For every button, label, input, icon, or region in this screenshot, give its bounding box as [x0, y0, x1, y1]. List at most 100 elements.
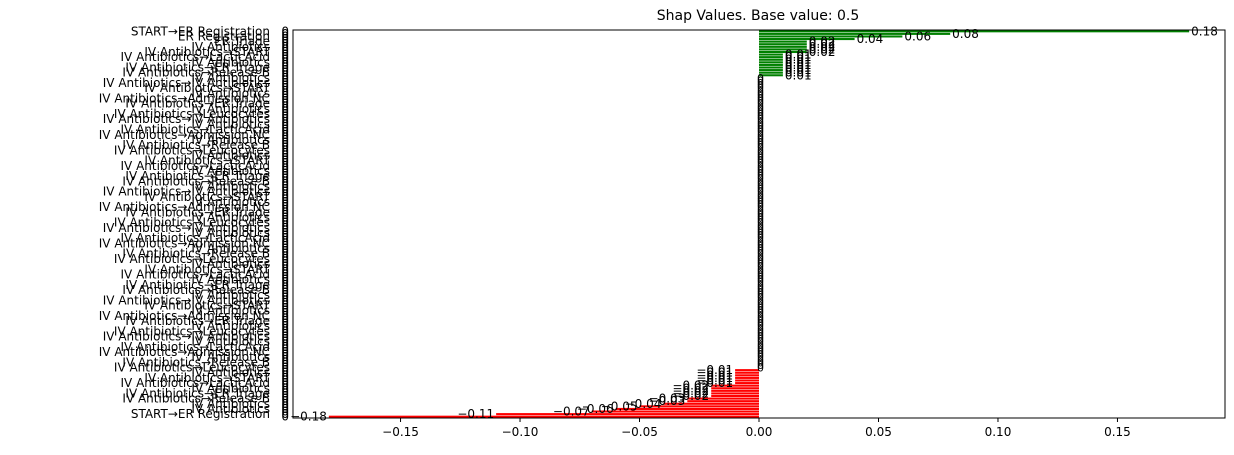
bar-data-label: 0: [757, 323, 764, 336]
row-value-label: 0: [281, 81, 289, 95]
bar-data-label: 0: [757, 131, 764, 144]
bar-data-label: 0: [757, 204, 764, 217]
x-tick-label: 0.00: [746, 425, 773, 439]
x-tick-label: 0.05: [865, 425, 892, 439]
row-value-label: 0: [281, 371, 289, 385]
category-label: IV Antibiotics→Leucocytes: [114, 324, 270, 338]
row-value-label: 0: [281, 379, 289, 393]
row-value-label: 0: [281, 348, 289, 362]
row-value-label: 0: [281, 242, 289, 256]
bar-data-label: 0.02: [809, 45, 836, 59]
row-value-label: 0: [281, 107, 289, 121]
bar-data-label: 0: [757, 253, 764, 266]
row-value-label: 0: [281, 146, 289, 160]
bar-data-label: 0: [757, 183, 764, 196]
bar-data-label: −0.07: [553, 405, 590, 419]
row-value-label: 0: [281, 102, 289, 116]
row-value-label: 0: [281, 252, 289, 266]
bar-data-label: 0: [757, 173, 764, 186]
bar-data-label: −0.02: [672, 389, 709, 403]
category-label: IV Antibiotics: [191, 273, 270, 287]
category-label: IV Antibiotics→START: [144, 45, 270, 59]
bar-data-label: 0: [757, 299, 764, 312]
bar-data-label: 0: [757, 230, 764, 243]
bar-data-label: 0: [757, 289, 764, 302]
bar-data-label: 0.01: [785, 48, 812, 62]
category-label: IV Antibiotics→Leucocytes: [114, 216, 270, 230]
x-tick-label: 0.15: [1104, 425, 1131, 439]
bar-data-label: 0: [757, 320, 764, 333]
bar-data-label: 0: [757, 155, 764, 168]
bar-data-label: 0.04: [857, 32, 884, 46]
row-value-label: 0: [281, 249, 289, 263]
category-label: IV Antibiotics→ER Triage: [125, 314, 270, 328]
category-label: IV Antibiotics: [191, 242, 270, 256]
bar-data-label: 0: [757, 276, 764, 289]
row-value-label: 0: [281, 376, 289, 390]
category-label: IV Antibiotics→Admission NC: [99, 236, 270, 250]
bar-data-label: 0: [757, 227, 764, 240]
row-value-label: 0: [281, 115, 289, 129]
row-value-label: 0: [281, 361, 289, 375]
category-label: IV Antibiotics→Leucocytes: [114, 252, 270, 266]
bar-data-label: 0: [757, 222, 764, 235]
bar-data-label: 0: [757, 142, 764, 155]
row-value-label: 0: [281, 407, 289, 421]
category-label: IV Antibiotics→LacticAcid: [121, 340, 270, 354]
row-value-label: 0: [281, 141, 289, 155]
bar: [687, 397, 759, 400]
bar-data-label: 0.01: [785, 61, 812, 75]
row-value-label: 0: [281, 317, 289, 331]
category-label: IV Antibiotics: [191, 226, 270, 240]
bar-data-label: 0: [757, 100, 764, 113]
bar-data-label: 0: [757, 312, 764, 325]
bar: [759, 45, 807, 48]
category-label: START→ER Registration: [131, 24, 270, 38]
row-value-label: 0: [281, 182, 289, 196]
bar-data-label: −0.18: [290, 410, 327, 424]
category-label: IV Antibiotics: [191, 117, 270, 131]
bar: [759, 56, 783, 59]
category-label: IV Antibiotics: [191, 397, 270, 411]
row-value-label: 0: [281, 123, 289, 137]
bar-data-label: 0: [757, 325, 764, 338]
row-value-label: 0: [281, 45, 289, 59]
bar-data-label: 0: [757, 126, 764, 139]
category-label: IV Antibiotics→ER Triage: [125, 97, 270, 111]
row-value-label: 0: [281, 42, 289, 56]
bar: [328, 415, 759, 418]
x-tick-label: 0.10: [985, 425, 1012, 439]
row-value-label: 0: [281, 174, 289, 188]
category-label: IV Antibiotics: [191, 402, 270, 416]
bar: [759, 32, 951, 35]
row-value-label: 0: [281, 216, 289, 230]
bar-data-label: 0.06: [904, 29, 931, 43]
category-label: IV Antibiotics→Admission NC: [99, 92, 270, 106]
row-value-label: 0: [281, 37, 289, 51]
bar: [759, 58, 783, 61]
bar-data-label: 0: [757, 310, 764, 323]
row-value-label: 0: [281, 172, 289, 186]
category-label: IV Antibiotics→START: [144, 298, 270, 312]
row-value-label: 0: [281, 234, 289, 248]
category-label: IV Antibiotics: [191, 350, 270, 364]
category-label: IV Antibiotics→IV Antibiotics: [103, 221, 270, 235]
category-label: IV Antibiotics: [191, 86, 270, 100]
bar-data-label: 0: [757, 196, 764, 209]
row-value-label: 0: [281, 138, 289, 152]
category-label: IV Antibiotics: [191, 102, 270, 116]
bar-data-label: 0: [757, 235, 764, 248]
category-label: START→ER Registration: [131, 407, 270, 421]
bar: [687, 400, 759, 403]
bar-data-label: 0: [757, 149, 764, 162]
bar: [711, 387, 759, 390]
bar-data-label: 0: [757, 209, 764, 222]
category-label: IV Antibiotics: [191, 148, 270, 162]
bar-data-label: 0: [757, 134, 764, 147]
row-value-label: 0: [281, 322, 289, 336]
row-value-label: 0: [281, 120, 289, 134]
row-value-label: 0: [281, 185, 289, 199]
row-value-label: 0: [281, 92, 289, 106]
bar-data-label: 0: [757, 178, 764, 191]
row-value-label: 0: [281, 159, 289, 173]
